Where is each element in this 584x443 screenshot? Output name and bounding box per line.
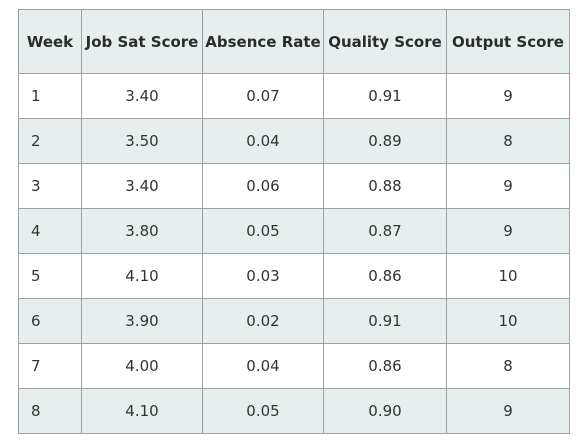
header-row: Week Job Sat Score Absence Rate Quality … <box>18 9 570 74</box>
table-row: 2 3.50 0.04 0.89 8 <box>18 118 570 164</box>
cell-quality-score: 0.88 <box>323 163 447 209</box>
table-row: 8 4.10 0.05 0.90 9 <box>18 388 570 434</box>
cell-week: 8 <box>18 388 82 434</box>
cell-absence-rate: 0.06 <box>202 163 324 209</box>
cell-job-sat-score: 3.90 <box>81 298 203 344</box>
cell-output-score: 8 <box>446 343 570 389</box>
column-header-output-score: Output Score <box>446 9 570 74</box>
column-header-quality-score: Quality Score <box>323 9 447 74</box>
cell-quality-score: 0.90 <box>323 388 447 434</box>
cell-absence-rate: 0.04 <box>202 343 324 389</box>
cell-quality-score: 0.89 <box>323 118 447 164</box>
column-header-week: Week <box>18 9 82 74</box>
cell-quality-score: 0.86 <box>323 253 447 299</box>
table-row: 3 3.40 0.06 0.88 9 <box>18 163 570 209</box>
cell-absence-rate: 0.02 <box>202 298 324 344</box>
cell-output-score: 8 <box>446 118 570 164</box>
cell-absence-rate: 0.07 <box>202 73 324 119</box>
cell-absence-rate: 0.05 <box>202 388 324 434</box>
cell-job-sat-score: 4.10 <box>81 388 203 434</box>
cell-job-sat-score: 4.10 <box>81 253 203 299</box>
cell-job-sat-score: 3.40 <box>81 73 203 119</box>
cell-output-score: 9 <box>446 388 570 434</box>
data-table-container: Week Job Sat Score Absence Rate Quality … <box>18 9 570 434</box>
cell-quality-score: 0.87 <box>323 208 447 254</box>
cell-job-sat-score: 3.80 <box>81 208 203 254</box>
cell-output-score: 10 <box>446 298 570 344</box>
cell-quality-score: 0.91 <box>323 73 447 119</box>
cell-quality-score: 0.91 <box>323 298 447 344</box>
cell-job-sat-score: 3.50 <box>81 118 203 164</box>
table-header: Week Job Sat Score Absence Rate Quality … <box>18 9 570 74</box>
cell-week: 7 <box>18 343 82 389</box>
data-table: Week Job Sat Score Absence Rate Quality … <box>18 9 570 434</box>
cell-output-score: 9 <box>446 73 570 119</box>
cell-week: 1 <box>18 73 82 119</box>
cell-week: 2 <box>18 118 82 164</box>
cell-absence-rate: 0.04 <box>202 118 324 164</box>
cell-absence-rate: 0.05 <box>202 208 324 254</box>
table-row: 7 4.00 0.04 0.86 8 <box>18 343 570 389</box>
cell-output-score: 9 <box>446 163 570 209</box>
cell-quality-score: 0.86 <box>323 343 447 389</box>
table-body: 1 3.40 0.07 0.91 9 2 3.50 0.04 0.89 8 3 … <box>18 73 570 434</box>
table-row: 4 3.80 0.05 0.87 9 <box>18 208 570 254</box>
cell-week: 5 <box>18 253 82 299</box>
column-header-job-sat-score: Job Sat Score <box>81 9 203 74</box>
table-row: 5 4.10 0.03 0.86 10 <box>18 253 570 299</box>
column-header-absence-rate: Absence Rate <box>202 9 324 74</box>
cell-job-sat-score: 3.40 <box>81 163 203 209</box>
cell-output-score: 10 <box>446 253 570 299</box>
cell-week: 3 <box>18 163 82 209</box>
cell-job-sat-score: 4.00 <box>81 343 203 389</box>
table-row: 1 3.40 0.07 0.91 9 <box>18 73 570 119</box>
table-row: 6 3.90 0.02 0.91 10 <box>18 298 570 344</box>
cell-week: 4 <box>18 208 82 254</box>
cell-week: 6 <box>18 298 82 344</box>
cell-output-score: 9 <box>446 208 570 254</box>
cell-absence-rate: 0.03 <box>202 253 324 299</box>
